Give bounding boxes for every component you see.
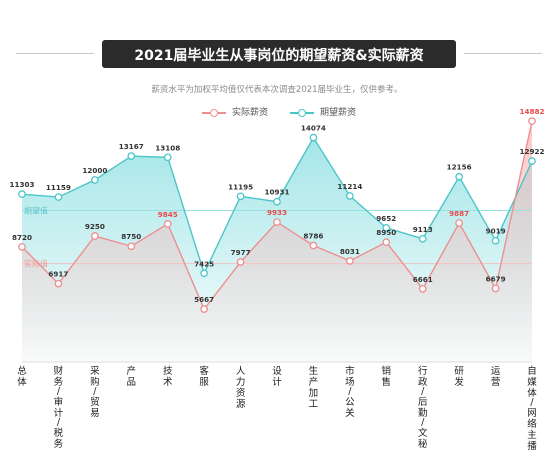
expected-point-4 [163, 153, 172, 162]
reference-label-0: 期望值 [24, 206, 48, 216]
category-tick-label-3: 产品 [127, 365, 137, 388]
expected-value-label-9: 11214 [337, 182, 362, 191]
actual-point-9 [346, 257, 354, 265]
category-tick-label-0: 总体 [17, 365, 27, 388]
legend-marker-actual [210, 109, 218, 117]
actual-value-label-2: 9250 [85, 222, 105, 231]
legend-marker-expected [298, 109, 306, 117]
expected-point-7 [273, 197, 281, 206]
category-tick-label-1: 财务/审计/税务 [54, 365, 64, 450]
reference-label-1: 实际值 [24, 259, 48, 269]
expected-point-13 [491, 236, 500, 245]
expected-value-label-14: 12922 [519, 147, 544, 156]
actual-point-11 [418, 284, 427, 293]
actual-point-2 [91, 232, 99, 240]
expected-point-8 [309, 133, 318, 142]
category-tick-label-12: 研发 [454, 366, 464, 388]
expected-point-11 [418, 234, 427, 243]
category-tick-label-2: 采购/贸易 [90, 366, 100, 419]
actual-value-label-8: 8786 [303, 231, 323, 240]
expected-value-label-1: 11159 [46, 183, 71, 192]
actual-value-label-6: 7977 [231, 248, 251, 257]
actual-point-5 [200, 305, 208, 313]
actual-point-3 [127, 242, 136, 251]
actual-value-label-1: 6917 [48, 270, 68, 279]
actual-point-1 [54, 279, 63, 288]
legend: 实际薪资 期望薪资 [0, 106, 554, 120]
chart-title: 2021届毕业生从事岗位的期望薪资&实际薪资 [134, 48, 424, 64]
expected-point-6 [236, 192, 245, 201]
expected-value-label-2: 12000 [82, 166, 107, 175]
actual-point-0 [18, 242, 26, 251]
category-tick-label-6: 人力资源 [236, 366, 246, 410]
expected-value-label-10: 9652 [376, 214, 396, 223]
expected-value-label-5: 7425 [194, 259, 214, 268]
category-tick-label-8: 生产加工 [309, 365, 319, 410]
actual-point-8 [309, 241, 318, 250]
actual-value-label-5: 5667 [194, 295, 214, 304]
actual-point-4 [163, 220, 172, 228]
actual-value-label-11: 6661 [413, 275, 433, 284]
expected-value-label-13: 9019 [486, 227, 506, 236]
chart-subtitle: 薪资水平为加权平均值仅代表本次调查2021届毕业生，仅供参考。 [151, 85, 403, 95]
legend-label-expected: 期望薪资 [320, 108, 357, 118]
expected-point-10 [382, 223, 391, 232]
expected-value-label-8: 14074 [301, 124, 326, 133]
actual-value-label-13: 6679 [486, 274, 506, 283]
actual-point-14 [528, 117, 536, 125]
actual-point-6 [236, 258, 245, 266]
category-tick-label-7: 设计 [272, 366, 282, 388]
actual-point-10 [382, 238, 391, 247]
expected-point-0 [18, 190, 26, 198]
category-tick-label-11: 行政/后勤/文秘 [418, 365, 428, 450]
expected-point-3 [127, 152, 136, 160]
expected-value-label-0: 11303 [9, 180, 34, 189]
expected-point-9 [346, 192, 354, 200]
legend-label-actual: 实际薪资 [232, 108, 269, 118]
title-banner: 2021届毕业生从事岗位的期望薪资&实际薪资 [16, 40, 542, 68]
expected-point-12 [455, 172, 463, 181]
expected-value-label-7: 10931 [264, 188, 289, 197]
category-tick-label-5: 客服 [199, 365, 209, 388]
expected-value-label-3: 13167 [119, 142, 144, 151]
category-tick-label-9: 市场/公关 [345, 365, 355, 419]
actual-area [22, 121, 532, 362]
category-tick-label-4: 技术 [163, 365, 173, 388]
actual-point-7 [273, 218, 281, 226]
expected-value-label-6: 11195 [228, 182, 253, 191]
actual-value-label-3: 8750 [121, 232, 141, 241]
actual-value-label-4: 9845 [158, 210, 178, 219]
expected-point-1 [54, 193, 63, 201]
expected-value-label-12: 12156 [447, 163, 472, 172]
actual-value-label-12: 9887 [449, 209, 469, 218]
expected-value-label-4: 13108 [155, 143, 180, 152]
expected-point-14 [528, 157, 536, 165]
expected-point-5 [200, 269, 208, 278]
category-tick-label-10: 销售 [382, 365, 392, 388]
actual-value-label-14: 14882 [519, 107, 544, 116]
category-tick-label-13: 运营 [491, 366, 501, 388]
actual-value-label-7: 9933 [267, 208, 287, 217]
actual-value-label-9: 8031 [340, 247, 360, 256]
actual-point-13 [491, 284, 500, 293]
actual-point-12 [455, 219, 463, 227]
expected-point-2 [91, 176, 99, 184]
actual-value-label-0: 8720 [12, 233, 32, 242]
category-tick-label-14: 自媒体/网络主播 [527, 365, 537, 452]
expected-value-label-11: 9113 [413, 225, 433, 234]
actual-value-label-10: 8950 [376, 228, 396, 237]
